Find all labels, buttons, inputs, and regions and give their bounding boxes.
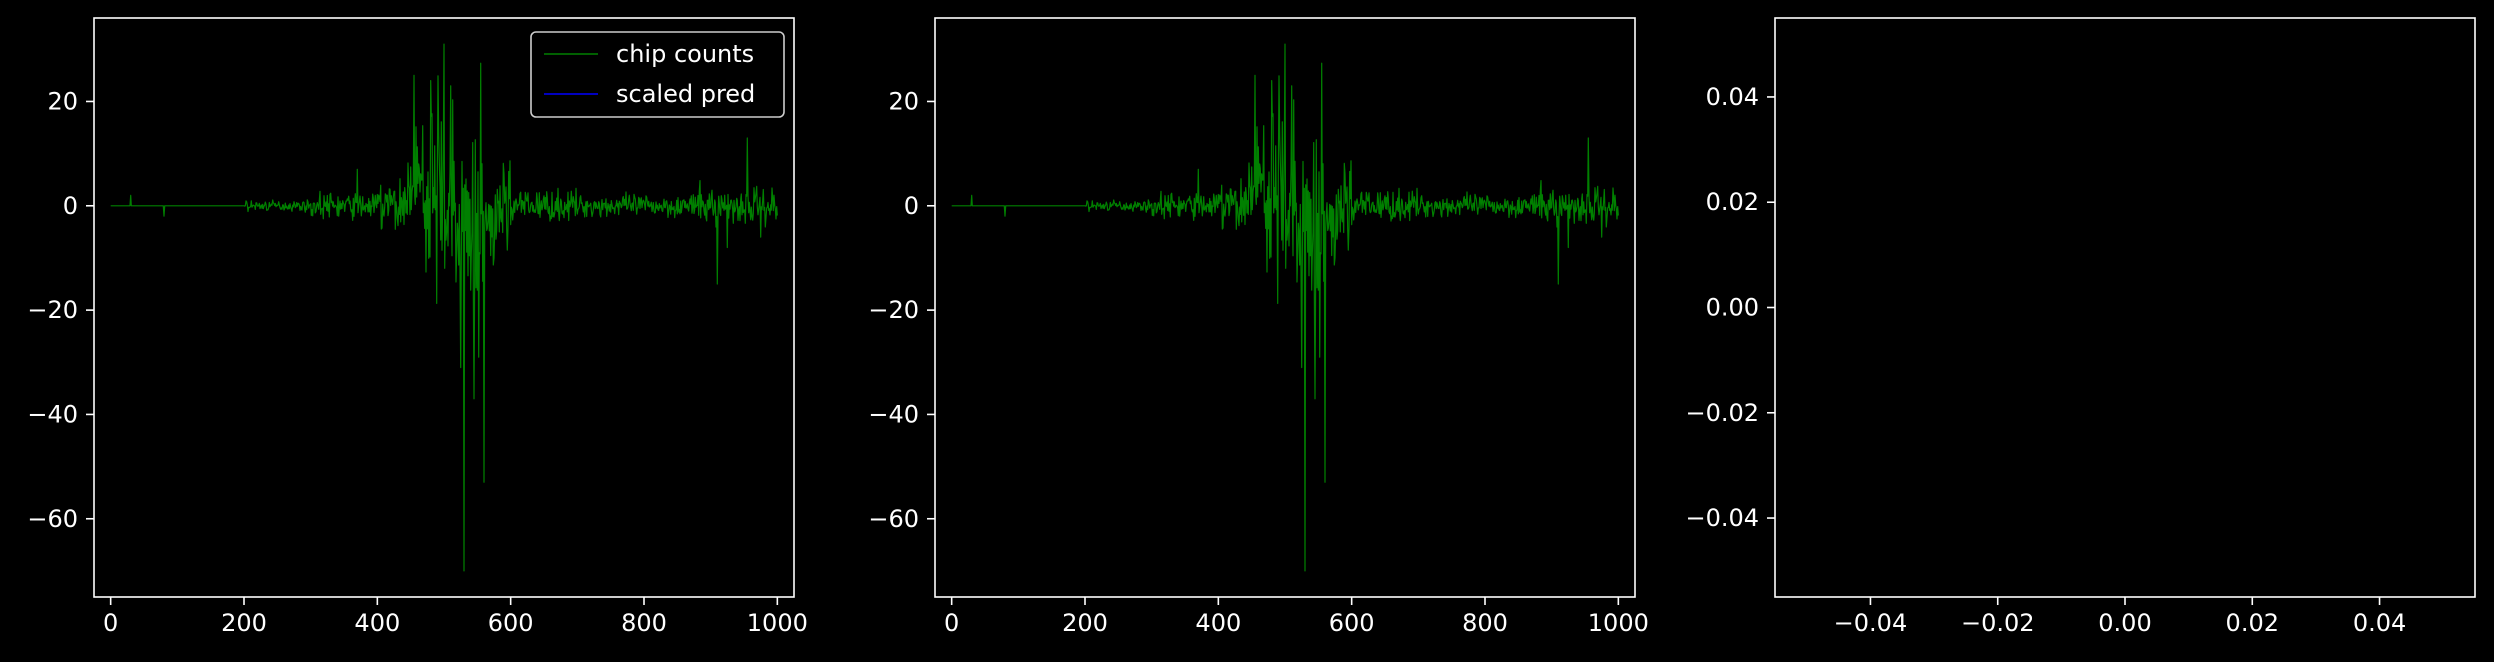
- y-tick-label: −20: [27, 296, 78, 324]
- legend-label-chip-counts: chip counts: [616, 40, 754, 68]
- x-tick-label: 1000: [747, 609, 808, 637]
- x-tick-label: 0: [944, 609, 959, 637]
- y-tick-label: −0.02: [1685, 399, 1759, 427]
- y-tick-label: −0.04: [1685, 504, 1759, 532]
- x-tick-label: 600: [488, 609, 534, 637]
- x-tick-label: 0: [103, 609, 118, 637]
- series-line-chip-counts: [110, 43, 778, 572]
- plot-area-1: [93, 17, 795, 598]
- chart-panel-2: 0 200 400 600 800 1000 −60 −40 −20 0 20: [868, 17, 1649, 637]
- ticks-3: −0.04 −0.02 0.00 0.02 0.04 −0.04 −0.02 0.00 0.02…: [1685, 83, 2406, 637]
- y-tick-label: −60: [868, 505, 919, 533]
- x-tick-label: 200: [1062, 609, 1108, 637]
- plot-area-2: [934, 17, 1636, 598]
- y-tick-label: 0: [63, 192, 78, 220]
- y-tick-label: 0.04: [1706, 83, 1759, 111]
- series-layer-2: [951, 43, 1619, 572]
- series-line-trace: [951, 43, 1619, 572]
- ticks-1: 0 200 400 600 800 1000 −60 −40 −20 0 20: [27, 87, 808, 637]
- y-tick-label: −60: [27, 505, 78, 533]
- y-tick-label: 0.02: [1706, 188, 1759, 216]
- x-tick-label: 400: [354, 609, 400, 637]
- legend-label-scaled-pred: scaled pred: [616, 80, 755, 108]
- x-tick-label: −0.04: [1834, 609, 1908, 637]
- series-layer-1: [110, 43, 778, 572]
- y-tick-label: 0.00: [1706, 294, 1759, 322]
- legend: chip counts scaled pred: [530, 31, 785, 118]
- y-tick-label: 20: [47, 87, 78, 115]
- y-tick-label: −40: [868, 400, 919, 428]
- y-tick-label: −40: [27, 400, 78, 428]
- x-tick-label: 0.00: [2098, 609, 2151, 637]
- x-tick-label: 400: [1195, 609, 1241, 637]
- x-tick-label: −0.02: [1961, 609, 2035, 637]
- y-tick-label: 0: [904, 192, 919, 220]
- x-tick-label: 1000: [1588, 609, 1649, 637]
- y-tick-label: −20: [868, 296, 919, 324]
- chart-panel-3: −0.04 −0.02 0.00 0.02 0.04 −0.04 −0.02 0.00 0.02…: [1685, 17, 2476, 637]
- y-tick-label: 20: [888, 87, 919, 115]
- x-tick-label: 600: [1329, 609, 1375, 637]
- x-tick-label: 0.04: [2353, 609, 2406, 637]
- chart-panel-1: 0 200 400 600 800 1000 −60 −40 −20 0 20 chip count…: [27, 17, 808, 637]
- ticks-2: 0 200 400 600 800 1000 −60 −40 −20 0 20: [868, 87, 1649, 637]
- x-tick-label: 800: [621, 609, 667, 637]
- x-tick-label: 800: [1462, 609, 1508, 637]
- x-tick-label: 0.02: [2226, 609, 2279, 637]
- x-tick-label: 200: [221, 609, 267, 637]
